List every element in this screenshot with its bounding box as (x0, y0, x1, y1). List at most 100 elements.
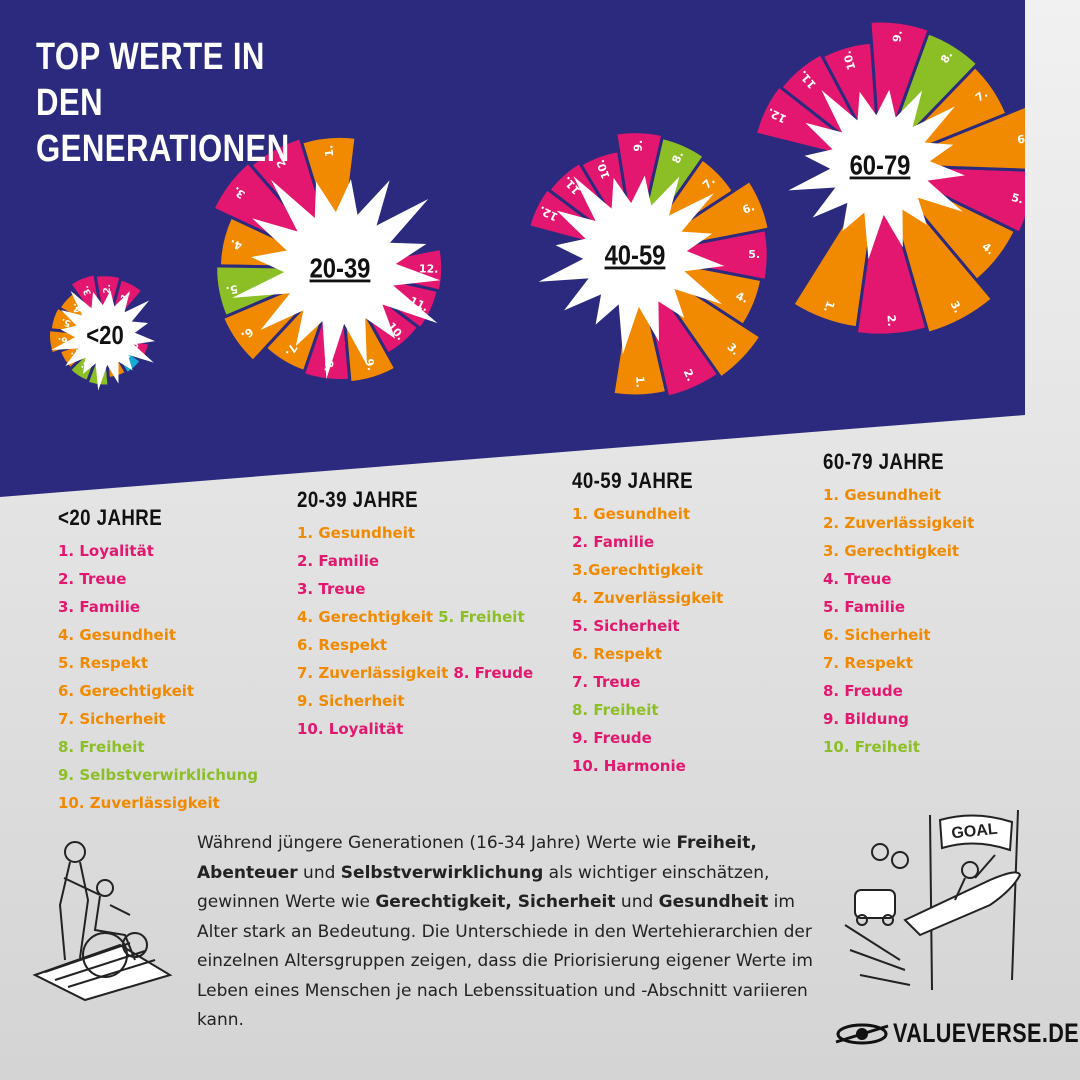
list-row: 2. Familie (297, 547, 533, 575)
list-row: 9. Sicherheit (297, 687, 533, 715)
list-row: 10. Harmonie (572, 752, 723, 780)
list-item: 8. Freiheit (58, 738, 145, 756)
list-item: 1. Gesundheit (297, 524, 416, 542)
list-row: 4. Treue (823, 565, 974, 593)
illustration-wheelchair (32, 841, 173, 1002)
list-row: 4. Zuverlässigkeit (572, 584, 723, 612)
list-row: 8. Freiheit (572, 696, 723, 724)
wedge-label: 3. (81, 284, 94, 297)
age-label: 20-39 (310, 252, 371, 284)
list-item: 10. Loyalität (297, 720, 404, 738)
wedge-label: 9. (890, 29, 905, 43)
wedge-label: 2. (272, 153, 289, 170)
wedge-label: 8. (670, 149, 687, 165)
wedge-chart: 1. 2.3.4.5.6.7.8.9.10.11.12.40-59 (526, 130, 771, 399)
illustration-goal (844, 809, 1022, 991)
wedge-label: 5. (1010, 191, 1025, 206)
age-label: 60-79 (850, 149, 911, 181)
starburst (232, 179, 441, 380)
list-item: 2. Familie (297, 552, 380, 570)
text: als wichtiger einschätzen, gewinnen Wert… (197, 862, 770, 913)
list-row: 7. Treue (572, 668, 723, 696)
value-list: 20-39 JAHRE 1. Gesundheit 2. Familie 3. Tre… (297, 487, 533, 743)
list-row: 7. Zuverlässigkeit 8. Freude (297, 659, 533, 687)
wedge-label: 6. (57, 334, 68, 345)
list-item: 8. Freude (823, 682, 903, 700)
wedge-label: 7. (283, 342, 300, 359)
list-row: 2. Zuverlässigkeit (823, 509, 974, 537)
list-item: 5. Sicherheit (572, 617, 680, 635)
wedge-label: 5. (748, 248, 760, 261)
list-row: 4. Gerechtigkeit 5. Freiheit (297, 603, 533, 631)
bold-text: Gerechtigkeit, Sicherheit (375, 892, 616, 912)
list-item: 4. Zuverlässigkeit (572, 589, 724, 607)
list-item: 1. Gesundheit (823, 486, 942, 504)
list-row: 6. Respekt (572, 640, 723, 668)
wedge-chart: 1.2.3.4.5.6.7.8.9.10.11.12.20-39 (211, 134, 445, 385)
list-item: 3. Treue (297, 580, 366, 598)
list-row: 3. Gerechtigkeit (823, 537, 974, 565)
list-row: 3. Familie (58, 593, 258, 621)
list-item: 7. Respekt (823, 654, 914, 672)
wedge-label: 1. (821, 299, 837, 315)
list-item: 9. Sicherheit (297, 692, 405, 710)
wedge-label: 6. (1016, 132, 1030, 147)
wedge-label: 1. (633, 376, 646, 388)
list-row: 9. Bildung (823, 705, 974, 733)
list-row: 1. Gesundheit (572, 500, 723, 528)
wedge-label: 5. (60, 316, 72, 329)
goal-banner: GOAL (951, 821, 999, 843)
wedge-chart: 1.2.3.4.5.6.7.8.9.10.11.12.<20 (46, 272, 156, 391)
list-item: 7. Sicherheit (58, 710, 166, 728)
list-row: 6. Gerechtigkeit (58, 677, 258, 705)
list-row: 2. Familie (572, 528, 723, 556)
list-row: 5. Sicherheit (572, 612, 723, 640)
list-item: 2. Zuverlässigkeit (823, 514, 975, 532)
list-item: 9. Bildung (823, 710, 909, 728)
list-item: 3. Familie (58, 598, 141, 616)
text: und (297, 862, 341, 883)
list-item: 2. Treue (58, 570, 127, 588)
list-row: 10. Zuverlässigkeit (58, 789, 258, 817)
charts: 1.2.3.4.5.6.7.8.9.10.11.12.<201.2.3.4.5.… (46, 19, 1030, 399)
list-item: 3.Gerechtigkeit (572, 561, 703, 579)
age-label: <20 (86, 321, 123, 350)
list-heading: <20 JAHRE (58, 505, 163, 530)
text: im Alter stark an Bedeutung. Die Untersc… (197, 892, 813, 1030)
list-row: 5. Familie (823, 593, 974, 621)
bold-text: Selbstverwirklichung (340, 862, 544, 883)
description: Während jüngere Generationen (16-34 Jahr… (197, 829, 827, 1036)
list-row: 8. Freiheit (58, 733, 258, 761)
list-item: 8. Freiheit (572, 701, 659, 719)
wedge-label: 12. (419, 262, 439, 275)
list-item: 7. Treue (572, 673, 641, 691)
list-row: 1. Gesundheit (823, 481, 974, 509)
starburst (788, 89, 965, 260)
wedge-label: 6. (741, 200, 757, 216)
list-item: 3. Gerechtigkeit (823, 542, 960, 560)
wedge-label: 10. (841, 49, 859, 71)
list-heading: 40-59 JAHRE (572, 468, 694, 493)
list-item: 4. Gesundheit (58, 626, 177, 644)
list-item: 9. Selbstverwirklichung (58, 766, 258, 784)
list-row: 5. Respekt (58, 649, 258, 677)
list-item: 6. Respekt (297, 636, 388, 654)
value-list: 60-79 JAHRE 1. Gesundheit 2. Zuverlässigke… (823, 449, 974, 761)
logo-icon (835, 1023, 889, 1045)
list-item: 1. Loyalität (58, 542, 154, 560)
list-row: 6. Sicherheit (823, 621, 974, 649)
list-item: 9. Freude (572, 729, 652, 747)
wedge-chart: 1.2.3.4.5.6.7.8.9.10.11.12.60-79 (753, 19, 1030, 337)
value-list: <20 JAHRE 1. Loyalität 2. Treue 3. Familie 4… (58, 505, 258, 817)
bold-text: Gesundheit (658, 892, 769, 912)
age-label: 40-59 (605, 239, 666, 271)
list-item: 5. Respekt (58, 654, 149, 672)
list-item: 1. Gesundheit (572, 505, 691, 523)
bold-text: Freiheit, Abenteuer (197, 833, 757, 883)
list-heading: 60-79 JAHRE (823, 449, 945, 474)
list-row: 1. Loyalität (58, 537, 258, 565)
list-item: 6. Gerechtigkeit (58, 682, 195, 700)
list-item: 5. Freiheit (438, 608, 525, 626)
wedge-label: 4. (734, 289, 750, 305)
